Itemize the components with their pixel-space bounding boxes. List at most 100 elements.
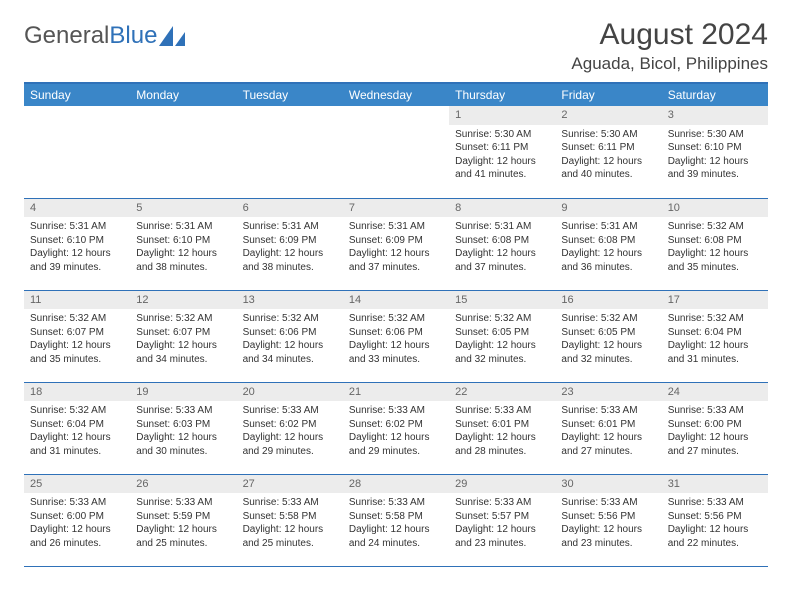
- calendar-cell: 9Sunrise: 5:31 AMSunset: 6:08 PMDaylight…: [555, 198, 661, 290]
- day-number: 18: [24, 383, 130, 402]
- cell-body: Sunrise: 5:33 AMSunset: 5:59 PMDaylight:…: [130, 493, 236, 554]
- sunrise-line: Sunrise: 5:30 AM: [561, 128, 655, 142]
- sunrise-line: Sunrise: 5:31 AM: [349, 220, 443, 234]
- daylight-line: Daylight: 12 hours and 36 minutes.: [561, 247, 655, 274]
- cell-body: Sunrise: 5:33 AMSunset: 5:57 PMDaylight:…: [449, 493, 555, 554]
- day-number: 2: [555, 106, 661, 125]
- sunset-line: Sunset: 6:06 PM: [243, 326, 337, 340]
- sunset-line: Sunset: 6:05 PM: [561, 326, 655, 340]
- day-number: 22: [449, 383, 555, 402]
- daylight-line: Daylight: 12 hours and 25 minutes.: [136, 523, 230, 550]
- cell-body: Sunrise: 5:32 AMSunset: 6:04 PMDaylight:…: [662, 309, 768, 370]
- calendar-cell: 26Sunrise: 5:33 AMSunset: 5:59 PMDayligh…: [130, 474, 236, 566]
- daylight-line: Daylight: 12 hours and 22 minutes.: [668, 523, 762, 550]
- daylight-line: Daylight: 12 hours and 34 minutes.: [136, 339, 230, 366]
- sunset-line: Sunset: 6:08 PM: [668, 234, 762, 248]
- daylight-line: Daylight: 12 hours and 33 minutes.: [349, 339, 443, 366]
- cell-body: Sunrise: 5:33 AMSunset: 5:56 PMDaylight:…: [662, 493, 768, 554]
- calendar-body: 1Sunrise: 5:30 AMSunset: 6:11 PMDaylight…: [24, 106, 768, 566]
- sunset-line: Sunset: 5:56 PM: [668, 510, 762, 524]
- daylight-line: Daylight: 12 hours and 37 minutes.: [455, 247, 549, 274]
- calendar-cell: 30Sunrise: 5:33 AMSunset: 5:56 PMDayligh…: [555, 474, 661, 566]
- daylight-line: Daylight: 12 hours and 29 minutes.: [243, 431, 337, 458]
- cell-body: Sunrise: 5:32 AMSunset: 6:05 PMDaylight:…: [555, 309, 661, 370]
- title-block: August 2024 Aguada, Bicol, Philippines: [571, 18, 768, 74]
- location: Aguada, Bicol, Philippines: [571, 54, 768, 74]
- calendar-cell: 8Sunrise: 5:31 AMSunset: 6:08 PMDaylight…: [449, 198, 555, 290]
- day-number: 3: [662, 106, 768, 125]
- calendar-cell: 22Sunrise: 5:33 AMSunset: 6:01 PMDayligh…: [449, 382, 555, 474]
- calendar-cell: 18Sunrise: 5:32 AMSunset: 6:04 PMDayligh…: [24, 382, 130, 474]
- daylight-line: Daylight: 12 hours and 37 minutes.: [349, 247, 443, 274]
- day-number: 27: [237, 475, 343, 494]
- cell-body: Sunrise: 5:33 AMSunset: 6:01 PMDaylight:…: [449, 401, 555, 462]
- day-number: 15: [449, 291, 555, 310]
- daylight-line: Daylight: 12 hours and 31 minutes.: [668, 339, 762, 366]
- day-number: 19: [130, 383, 236, 402]
- cell-body: Sunrise: 5:32 AMSunset: 6:04 PMDaylight:…: [24, 401, 130, 462]
- sunset-line: Sunset: 6:09 PM: [349, 234, 443, 248]
- cell-body: Sunrise: 5:33 AMSunset: 6:02 PMDaylight:…: [237, 401, 343, 462]
- day-number: 28: [343, 475, 449, 494]
- calendar-cell: 23Sunrise: 5:33 AMSunset: 6:01 PMDayligh…: [555, 382, 661, 474]
- daylight-line: Daylight: 12 hours and 27 minutes.: [561, 431, 655, 458]
- day-header: Tuesday: [237, 83, 343, 106]
- day-header: Saturday: [662, 83, 768, 106]
- sail-icon: [159, 26, 185, 46]
- cell-body: Sunrise: 5:33 AMSunset: 5:56 PMDaylight:…: [555, 493, 661, 554]
- day-number: 5: [130, 199, 236, 218]
- sunrise-line: Sunrise: 5:33 AM: [561, 496, 655, 510]
- day-number: 1: [449, 106, 555, 125]
- sunset-line: Sunset: 6:03 PM: [136, 418, 230, 432]
- sunset-line: Sunset: 6:11 PM: [561, 141, 655, 155]
- cell-body: Sunrise: 5:33 AMSunset: 6:00 PMDaylight:…: [24, 493, 130, 554]
- brand-logo: GeneralBlue: [24, 22, 185, 50]
- sunset-line: Sunset: 6:08 PM: [561, 234, 655, 248]
- calendar-cell: 6Sunrise: 5:31 AMSunset: 6:09 PMDaylight…: [237, 198, 343, 290]
- cell-body: Sunrise: 5:31 AMSunset: 6:09 PMDaylight:…: [237, 217, 343, 278]
- sunset-line: Sunset: 5:58 PM: [349, 510, 443, 524]
- sunset-line: Sunset: 6:10 PM: [30, 234, 124, 248]
- sunrise-line: Sunrise: 5:32 AM: [30, 404, 124, 418]
- daylight-line: Daylight: 12 hours and 26 minutes.: [30, 523, 124, 550]
- sunrise-line: Sunrise: 5:31 AM: [243, 220, 337, 234]
- daylight-line: Daylight: 12 hours and 40 minutes.: [561, 155, 655, 182]
- day-number: 7: [343, 199, 449, 218]
- sunrise-line: Sunrise: 5:33 AM: [243, 404, 337, 418]
- calendar-cell: 11Sunrise: 5:32 AMSunset: 6:07 PMDayligh…: [24, 290, 130, 382]
- cell-body: Sunrise: 5:32 AMSunset: 6:06 PMDaylight:…: [237, 309, 343, 370]
- cell-body: Sunrise: 5:31 AMSunset: 6:10 PMDaylight:…: [130, 217, 236, 278]
- cell-body: Sunrise: 5:31 AMSunset: 6:10 PMDaylight:…: [24, 217, 130, 278]
- day-number: 26: [130, 475, 236, 494]
- sunrise-line: Sunrise: 5:33 AM: [30, 496, 124, 510]
- cell-body: Sunrise: 5:33 AMSunset: 5:58 PMDaylight:…: [343, 493, 449, 554]
- calendar-cell: 16Sunrise: 5:32 AMSunset: 6:05 PMDayligh…: [555, 290, 661, 382]
- sunset-line: Sunset: 6:00 PM: [30, 510, 124, 524]
- calendar-cell: 15Sunrise: 5:32 AMSunset: 6:05 PMDayligh…: [449, 290, 555, 382]
- calendar-cell: 29Sunrise: 5:33 AMSunset: 5:57 PMDayligh…: [449, 474, 555, 566]
- calendar-cell: 28Sunrise: 5:33 AMSunset: 5:58 PMDayligh…: [343, 474, 449, 566]
- sunset-line: Sunset: 6:10 PM: [668, 141, 762, 155]
- day-number: 11: [24, 291, 130, 310]
- sunrise-line: Sunrise: 5:33 AM: [455, 404, 549, 418]
- sunrise-line: Sunrise: 5:32 AM: [668, 220, 762, 234]
- daylight-line: Daylight: 12 hours and 24 minutes.: [349, 523, 443, 550]
- day-number: 23: [555, 383, 661, 402]
- day-number: 29: [449, 475, 555, 494]
- daylight-line: Daylight: 12 hours and 39 minutes.: [30, 247, 124, 274]
- day-header: Thursday: [449, 83, 555, 106]
- sunrise-line: Sunrise: 5:32 AM: [136, 312, 230, 326]
- day-number: 16: [555, 291, 661, 310]
- brand-part2: Blue: [109, 22, 157, 50]
- sunrise-line: Sunrise: 5:33 AM: [561, 404, 655, 418]
- calendar-row: 25Sunrise: 5:33 AMSunset: 6:00 PMDayligh…: [24, 474, 768, 566]
- calendar-cell: 20Sunrise: 5:33 AMSunset: 6:02 PMDayligh…: [237, 382, 343, 474]
- sunset-line: Sunset: 6:07 PM: [136, 326, 230, 340]
- daylight-line: Daylight: 12 hours and 35 minutes.: [668, 247, 762, 274]
- sunrise-line: Sunrise: 5:33 AM: [455, 496, 549, 510]
- sunset-line: Sunset: 6:05 PM: [455, 326, 549, 340]
- day-number: 25: [24, 475, 130, 494]
- daylight-line: Daylight: 12 hours and 30 minutes.: [136, 431, 230, 458]
- calendar-cell: 1Sunrise: 5:30 AMSunset: 6:11 PMDaylight…: [449, 106, 555, 198]
- calendar-cell: 19Sunrise: 5:33 AMSunset: 6:03 PMDayligh…: [130, 382, 236, 474]
